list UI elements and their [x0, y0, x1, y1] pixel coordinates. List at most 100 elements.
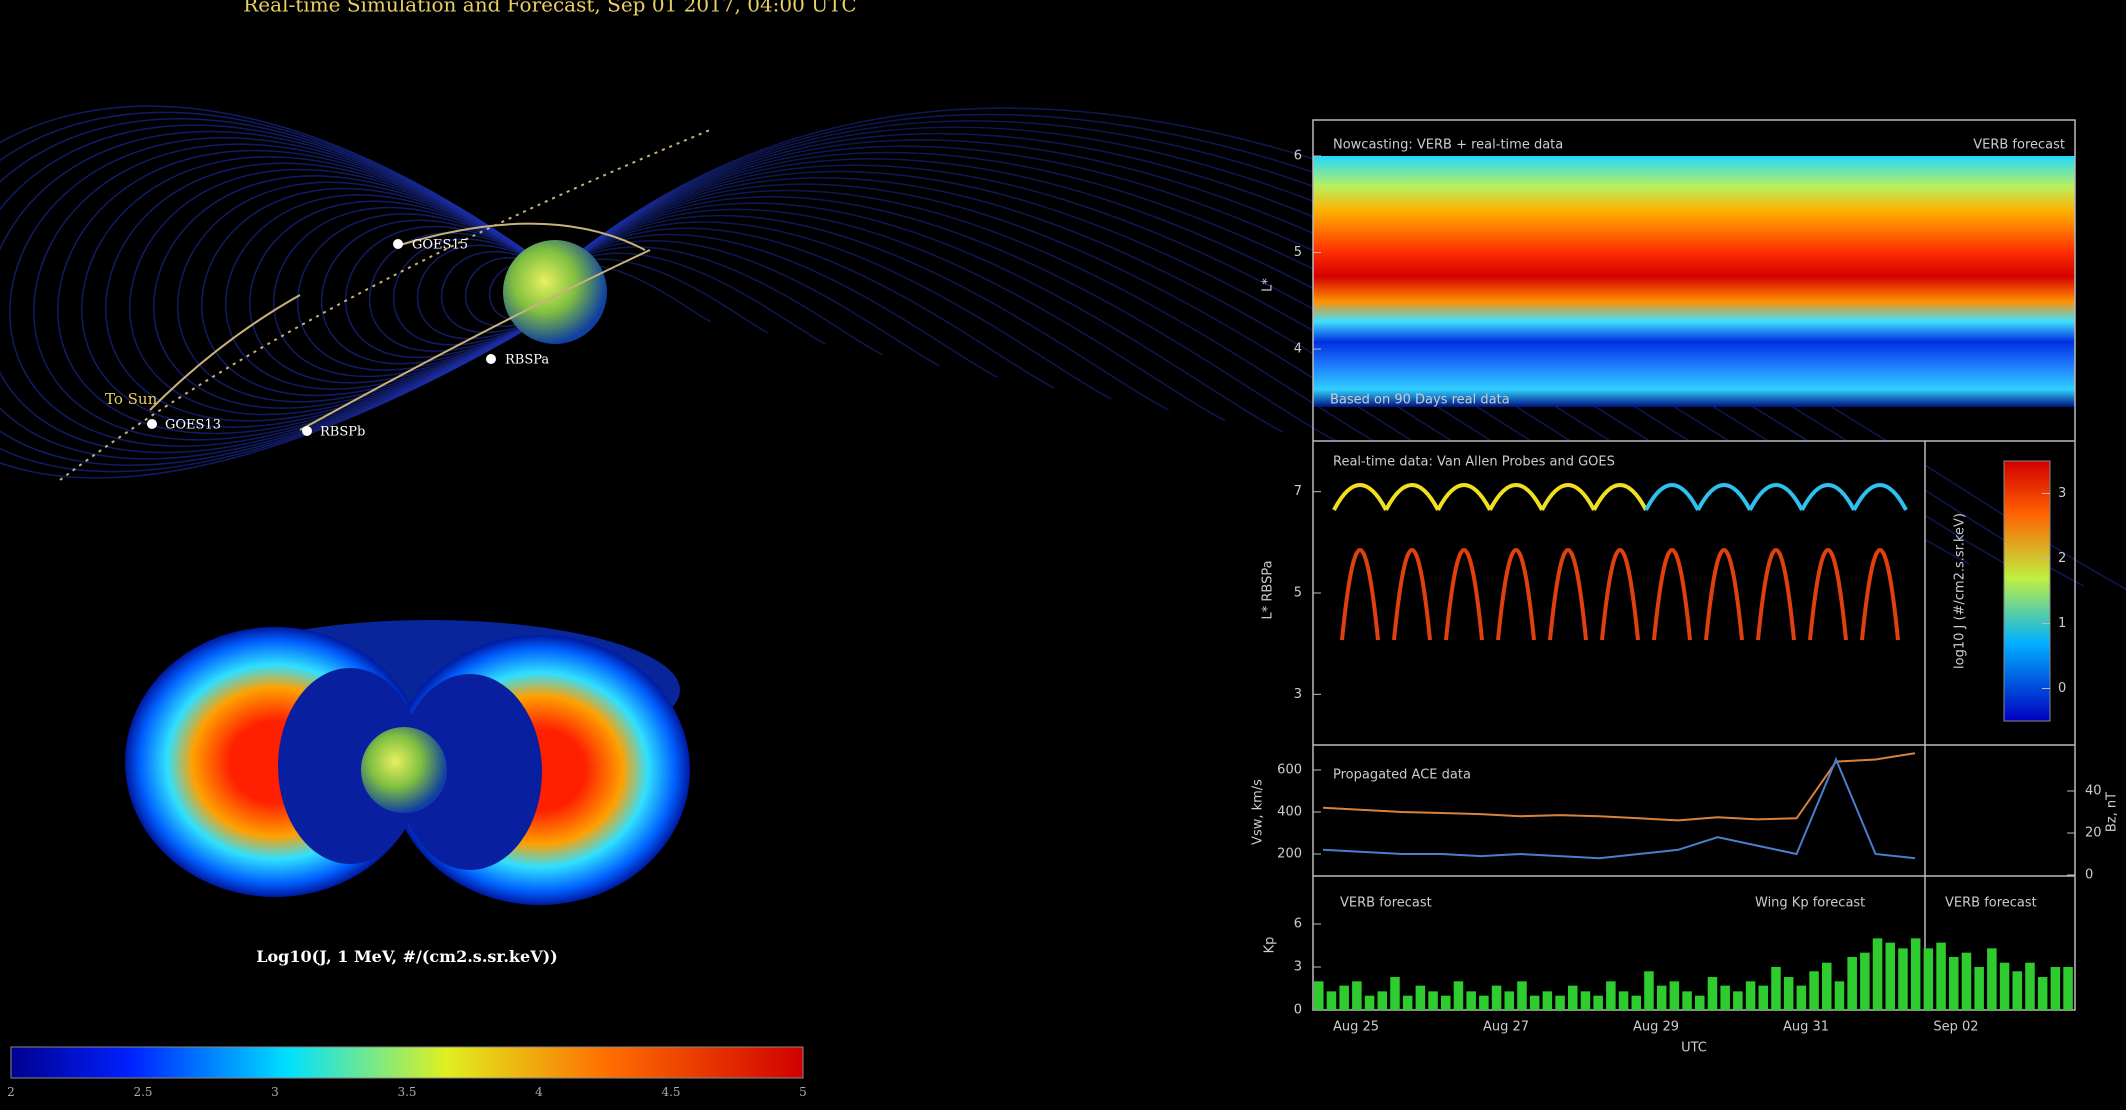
- y-tick-label: 5: [1294, 586, 1302, 601]
- colorbar-tick-label: 2: [7, 1085, 15, 1099]
- title: Real-time Simulation and Forecast, Sep 0…: [243, 0, 856, 17]
- panel-label: Propagated ACE data: [1333, 768, 1471, 783]
- kp-bar: [1695, 996, 1705, 1010]
- kp-bar: [1860, 953, 1870, 1010]
- y-tick-label: 0: [1294, 1003, 1302, 1018]
- x-tick-label: Aug 31: [1783, 1020, 1829, 1035]
- satellite: [302, 426, 312, 436]
- x-tick-label: Aug 29: [1633, 1020, 1679, 1035]
- x-tick-label: Aug 27: [1483, 1020, 1529, 1035]
- panel-label: VERB forecast: [1340, 896, 1432, 911]
- y-tick-label: 3: [2058, 486, 2066, 501]
- kp-bar: [2025, 963, 2035, 1010]
- orbit: [150, 295, 300, 410]
- y-label: Vsw, km/s: [1251, 779, 1266, 845]
- kp-bar: [1962, 953, 1972, 1010]
- kp-bar: [1835, 981, 1845, 1010]
- kp-bar: [1390, 977, 1400, 1010]
- sun-label: To Sun: [105, 390, 158, 408]
- colorbar-tick-label: 5: [799, 1085, 807, 1099]
- kp-bar: [1644, 971, 1654, 1010]
- field-line: [154, 176, 555, 408]
- y-tick-label: 6: [1294, 149, 1302, 164]
- kp-bar: [1911, 938, 1921, 1010]
- kp-bar: [1352, 981, 1362, 1010]
- kp-bar: [1797, 986, 1807, 1010]
- colorbar-tick-label: 3.5: [397, 1085, 416, 1099]
- y-tick-label: 0: [2085, 868, 2093, 883]
- kp-bar: [2038, 977, 2048, 1010]
- satellite: [393, 239, 403, 249]
- sat-label: RBSPb: [320, 425, 365, 440]
- kp-bar: [1505, 991, 1515, 1010]
- y-tick-label: 600: [1277, 763, 1302, 778]
- kp-bar: [1619, 991, 1629, 1010]
- sat-label: GOES13: [165, 418, 221, 433]
- kp-bar: [1479, 996, 1489, 1010]
- kp-bar: [1886, 943, 1896, 1010]
- y-tick-label: 7: [1294, 484, 1302, 499]
- field-line: [555, 228, 1054, 388]
- field-line: [10, 138, 555, 446]
- panel-note: Based on 90 Days real data: [1330, 393, 1510, 408]
- y-label: Bz, nT: [2105, 792, 2120, 832]
- y-tick-label: 5: [1294, 245, 1302, 260]
- kp-bar: [1720, 986, 1730, 1010]
- kp-bar: [1733, 991, 1743, 1010]
- kp-bar: [1746, 981, 1756, 1010]
- kp-bar: [1632, 996, 1642, 1010]
- kp-bar: [1454, 981, 1464, 1010]
- panel-label: Nowcasting: VERB + real-time data: [1333, 138, 1563, 153]
- kp-bar: [1517, 981, 1527, 1010]
- x-tick-label: Aug 25: [1333, 1020, 1379, 1035]
- kp-bar: [1378, 991, 1388, 1010]
- colorbar-tick-label: 2.5: [133, 1085, 152, 1099]
- kp-bar: [1682, 991, 1692, 1010]
- y-tick-label: 2: [2058, 551, 2066, 566]
- y-tick-label: 4: [1294, 342, 1302, 357]
- kp-bar: [1949, 957, 1959, 1010]
- kp-bar: [1365, 996, 1375, 1010]
- kp-bar: [1822, 963, 1832, 1010]
- panel-label: VERB forecast: [1945, 896, 2037, 911]
- y-label: Kp: [1263, 937, 1278, 954]
- field-line: [555, 190, 1397, 454]
- y-tick-label: 0: [2058, 681, 2066, 696]
- y-tick-label: 6: [1294, 917, 1302, 932]
- kp-bar: [1492, 986, 1502, 1010]
- kp-bar: [1327, 991, 1337, 1010]
- y-label: L*: [1261, 278, 1276, 292]
- field-line: [555, 197, 1340, 443]
- y-tick-label: 3: [1294, 960, 1302, 975]
- field-line: [555, 234, 997, 377]
- field-line: [82, 157, 555, 427]
- kp-bar: [1466, 991, 1476, 1010]
- y-tick-label: 3: [1294, 687, 1302, 702]
- y-tick-label: 1: [2058, 616, 2066, 631]
- colorbar-caption: Log10(J, 1 MeV, #/(cm2.s.sr.keV)): [256, 947, 558, 966]
- field-line: [202, 189, 555, 396]
- kp-bar: [1847, 957, 1857, 1010]
- colorbar-label: log10 J (#/cm2.s.sr.keV): [1953, 513, 1968, 669]
- kp-bar: [1416, 986, 1426, 1010]
- kp-bar: [1771, 967, 1781, 1010]
- kp-bar: [2013, 971, 2023, 1010]
- kp-bar: [2051, 967, 2061, 1010]
- kp-bar: [1606, 981, 1616, 1010]
- kp-bar: [1873, 938, 1883, 1010]
- earth: [503, 240, 607, 344]
- colorbar: [2004, 461, 2050, 721]
- x-title: UTC: [1681, 1041, 1707, 1056]
- satellite: [147, 419, 157, 429]
- kp-bar: [1974, 967, 1984, 1010]
- y-tick-label: 20: [2085, 826, 2102, 841]
- kp-bar: [2063, 967, 2073, 1010]
- panel-label: Wing Kp forecast: [1755, 896, 1865, 911]
- y-tick-label: 400: [1277, 805, 1302, 820]
- kp-bar: [1403, 996, 1413, 1010]
- series-line: [1323, 753, 1915, 820]
- kp-bar: [1339, 986, 1349, 1010]
- kp-bar: [1924, 948, 1934, 1010]
- y-tick-label: 200: [1277, 847, 1302, 862]
- field-line: [555, 216, 1169, 410]
